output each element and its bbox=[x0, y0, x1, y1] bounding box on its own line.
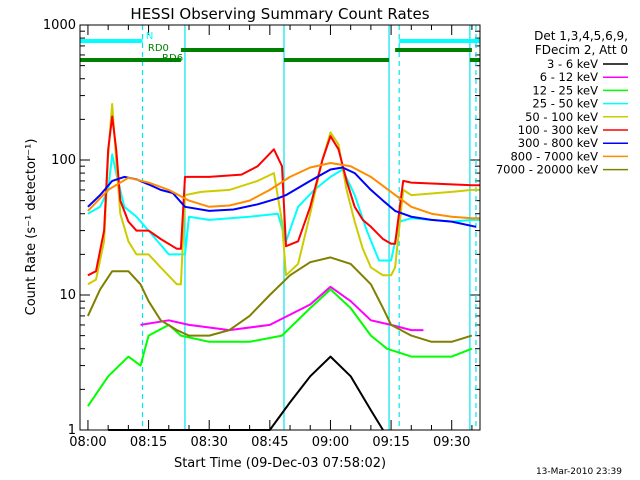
x-axis-label: Start Time (09-Dec-03 07:58:02) bbox=[174, 456, 386, 471]
legend-label: 7000 - 20000 keV bbox=[496, 163, 598, 177]
legend-header-line2: FDecim 2, Att 0 bbox=[535, 43, 628, 57]
flag-label-n: N bbox=[146, 31, 153, 42]
x-tick-label: 08:45 bbox=[251, 435, 288, 450]
legend-label: 800 - 7000 keV bbox=[510, 149, 598, 163]
legend-header-line1: Det 1,3,4,5,6,9, bbox=[534, 29, 628, 43]
legend-label: 300 - 800 keV bbox=[518, 136, 598, 150]
legend-label: 25 - 50 keV bbox=[532, 97, 598, 111]
flag-label-rd0: RD0 bbox=[148, 43, 169, 54]
legend-label: 100 - 300 keV bbox=[518, 123, 598, 137]
legend-label: 12 - 25 keV bbox=[532, 83, 598, 97]
plot-frame bbox=[79, 24, 481, 431]
series-line-8 bbox=[86, 256, 473, 343]
x-tick-label: 09:00 bbox=[312, 435, 349, 450]
plot-area: 1 10 100 1000 08:00 08:15 08:30 08:45 09:00 09:15… bbox=[43, 18, 480, 450]
y-tick-label: 10 bbox=[59, 288, 76, 303]
series-line-7 bbox=[87, 162, 480, 220]
y-tick-label: 1000 bbox=[43, 18, 76, 33]
x-tick-label: 09:15 bbox=[372, 435, 409, 450]
legend-label: 6 - 12 keV bbox=[540, 70, 598, 84]
series-line-5 bbox=[87, 115, 480, 277]
flag-label-rd6: RD6 bbox=[162, 53, 183, 64]
legend-label: 3 - 6 keV bbox=[547, 57, 598, 71]
x-tick-label: 08:15 bbox=[130, 435, 167, 450]
x-tick-label: 09:30 bbox=[433, 435, 470, 450]
series-line-4 bbox=[87, 103, 480, 286]
x-tick-label: 08:30 bbox=[190, 435, 227, 450]
y-tick-label: 100 bbox=[51, 153, 76, 168]
x-tick-label: 08:00 bbox=[69, 435, 106, 450]
y-tick-label: 1 bbox=[68, 423, 76, 438]
series-line-2 bbox=[87, 288, 473, 407]
legend-label: 50 - 100 keV bbox=[525, 110, 598, 124]
y-axis-label: Count Rate (s⁻¹ detector⁻¹) bbox=[24, 139, 39, 316]
chart-title: HESSI Observing Summary Count Rates bbox=[130, 5, 429, 23]
timestamp: 13-Mar-2010 23:39 bbox=[536, 467, 622, 477]
